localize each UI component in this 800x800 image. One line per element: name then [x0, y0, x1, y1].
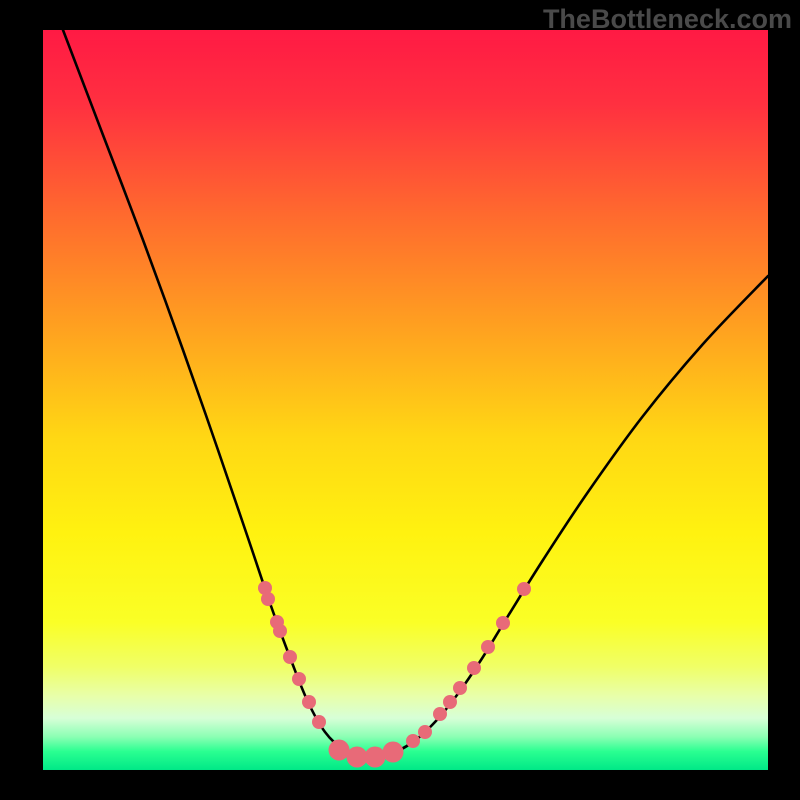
- marker-right: [481, 640, 495, 654]
- gradient-background: [43, 30, 768, 770]
- marker-bottom: [365, 747, 386, 768]
- marker-right: [467, 661, 481, 675]
- marker-bottom: [383, 742, 404, 763]
- marker-right: [418, 725, 432, 739]
- marker-left: [261, 592, 275, 606]
- marker-right: [517, 582, 531, 596]
- marker-right: [406, 734, 420, 748]
- marker-left: [283, 650, 297, 664]
- marker-left: [302, 695, 316, 709]
- marker-left: [292, 672, 306, 686]
- plot-area: [43, 30, 768, 770]
- marker-right: [433, 707, 447, 721]
- marker-left: [273, 624, 287, 638]
- chart-svg: [43, 30, 768, 770]
- marker-right: [453, 681, 467, 695]
- marker-left: [312, 715, 326, 729]
- marker-right: [443, 695, 457, 709]
- marker-right: [496, 616, 510, 630]
- marker-bottom: [347, 747, 368, 768]
- marker-bottom: [329, 740, 350, 761]
